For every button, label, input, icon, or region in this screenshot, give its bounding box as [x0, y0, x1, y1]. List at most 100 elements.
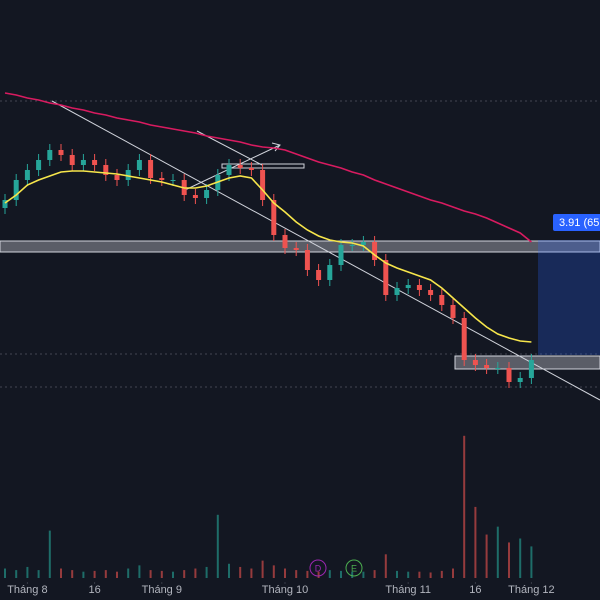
position-box	[538, 240, 600, 355]
candle-body	[13, 180, 19, 200]
x-tick-label: Tháng 9	[142, 584, 182, 596]
volume-bar	[485, 534, 488, 578]
candle-body	[92, 160, 98, 165]
volume-bar	[71, 570, 74, 578]
volume-bar	[474, 506, 477, 578]
volume-bar	[104, 570, 107, 578]
zone-band	[0, 240, 600, 253]
candle-body	[383, 260, 389, 295]
volume-bar	[261, 560, 264, 578]
volume-bar	[384, 554, 387, 578]
candle-body	[47, 150, 53, 160]
candle-body	[428, 290, 434, 295]
volume-bar	[362, 571, 365, 578]
candle-body	[461, 318, 467, 360]
volume-bar	[530, 546, 533, 578]
volume-bar	[15, 570, 18, 578]
moving-average	[4, 92, 532, 243]
event-label: E	[351, 563, 357, 573]
volume-bar	[440, 570, 443, 578]
event-marker	[345, 559, 363, 577]
candle-body	[495, 368, 501, 369]
volume-bar	[116, 571, 118, 578]
x-tick-label: Tháng 12	[508, 584, 554, 596]
candle-body	[36, 160, 42, 170]
candle-body	[528, 360, 534, 378]
volume-bar	[82, 571, 85, 578]
volume-bar	[205, 566, 208, 578]
volume-bar	[160, 570, 163, 578]
volume-bar	[37, 570, 40, 578]
volume-bar	[295, 570, 298, 578]
volume-bar	[519, 538, 522, 578]
volume-bar	[172, 571, 174, 578]
volume-bar	[340, 570, 342, 578]
x-tick-label: Tháng 8	[7, 584, 47, 596]
volume-bar	[93, 570, 96, 578]
annotation: 3.91 (65.4	[559, 217, 600, 229]
candle-body	[282, 235, 288, 248]
candle-body	[338, 245, 344, 265]
volume-bar	[373, 570, 376, 578]
marks: Tháng 8 16 Tháng 9 Tháng 10 Tháng 11 16 Tháng …	[2, 92, 555, 596]
candle-body	[506, 368, 512, 382]
volume-bar	[183, 570, 186, 578]
candle-body	[372, 242, 378, 260]
volume-bar	[60, 568, 62, 578]
zone-box	[454, 355, 600, 370]
candle-body	[159, 178, 165, 180]
volume-bar	[4, 568, 6, 578]
candle-body	[394, 288, 400, 295]
candle-body	[484, 365, 490, 368]
candle-body	[80, 160, 86, 165]
candle-body	[103, 165, 109, 175]
candle-body	[405, 285, 411, 288]
candle-body	[170, 180, 176, 181]
trend-line	[51, 100, 600, 401]
volume-bar	[351, 571, 354, 578]
x-tick-label: 16	[469, 584, 481, 596]
candle-body	[69, 155, 75, 165]
x-tick-label: Tháng 10	[262, 584, 308, 596]
candle-body	[114, 175, 120, 180]
volume-bar	[396, 570, 398, 578]
volume-bar	[149, 570, 152, 578]
volume-bar	[452, 568, 454, 578]
volume-bar	[508, 542, 510, 578]
volume-bar	[429, 572, 432, 578]
volume-bar	[418, 571, 421, 578]
volume-bar	[26, 566, 29, 578]
event-marker	[309, 559, 327, 577]
candle-body	[58, 150, 64, 155]
candle-body	[450, 305, 456, 318]
candle-body	[472, 360, 478, 365]
volume-bar	[250, 568, 253, 578]
volume-bar	[284, 568, 286, 578]
volume-bar	[317, 571, 320, 578]
volume-bar	[228, 563, 230, 578]
volume-bar	[496, 526, 499, 578]
candle-body	[327, 265, 333, 280]
candle-body	[304, 250, 310, 270]
candle-body	[24, 170, 30, 180]
candle-body	[192, 195, 198, 198]
x-tick-label: 16	[88, 584, 100, 596]
candle-body	[125, 170, 131, 180]
annotation-box	[553, 214, 600, 231]
moving-average	[4, 170, 532, 343]
candle-body	[136, 160, 142, 170]
candle-body	[293, 248, 299, 250]
volume-bar	[216, 514, 219, 578]
volume-bar	[328, 570, 331, 578]
volume-bar	[239, 566, 242, 578]
volume-bar	[48, 530, 51, 578]
candle-body	[260, 170, 266, 200]
candle-body	[271, 200, 277, 235]
x-tick-label: Tháng 11	[385, 584, 431, 596]
candle-body	[416, 285, 422, 290]
volume-bar	[272, 565, 275, 578]
volume-bar	[138, 565, 141, 578]
volume-bar	[127, 568, 130, 578]
drawings	[0, 100, 600, 401]
